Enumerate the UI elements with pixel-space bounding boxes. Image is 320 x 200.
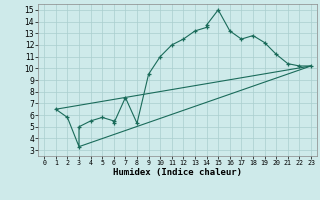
X-axis label: Humidex (Indice chaleur): Humidex (Indice chaleur) — [113, 168, 242, 177]
